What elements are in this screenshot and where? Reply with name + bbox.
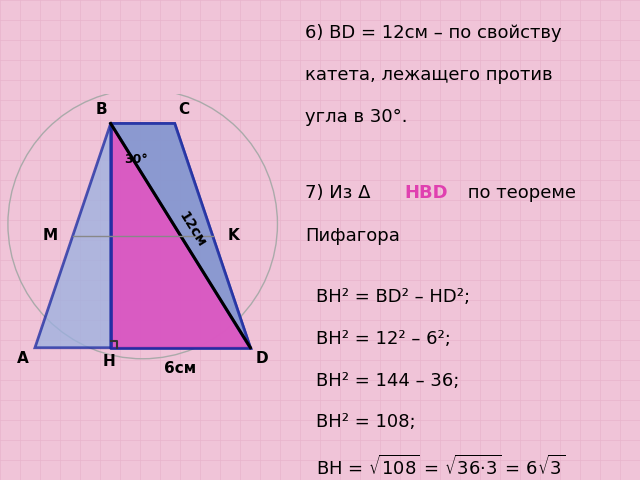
Text: BH = $\sqrt{108}$ = $\sqrt{36{\cdot}3}$ = $6\sqrt{3}$: BH = $\sqrt{108}$ = $\sqrt{36{\cdot}3}$ … <box>316 455 565 479</box>
Text: 30°: 30° <box>124 153 147 166</box>
Text: BH² = 108;: BH² = 108; <box>316 413 415 432</box>
Text: A: A <box>17 351 29 366</box>
Text: D: D <box>256 351 268 366</box>
Text: угла в 30°.: угла в 30°. <box>305 108 408 127</box>
Text: по теореме: по теореме <box>462 184 576 203</box>
Text: C: C <box>178 102 189 117</box>
Text: 7) Из Δ: 7) Из Δ <box>305 184 376 203</box>
Polygon shape <box>111 123 250 348</box>
Polygon shape <box>35 123 250 348</box>
Text: BH² = BD² – HD²;: BH² = BD² – HD²; <box>316 288 470 306</box>
Text: 6см: 6см <box>164 361 196 376</box>
Text: 12см: 12см <box>176 210 209 250</box>
Text: BH² = 144 – 36;: BH² = 144 – 36; <box>316 372 459 390</box>
Text: 6) BD = 12см – по свойству: 6) BD = 12см – по свойству <box>305 24 562 42</box>
Text: HBD: HBD <box>404 184 448 203</box>
Text: K: K <box>227 228 239 243</box>
Text: BH² = 12² – 6²;: BH² = 12² – 6²; <box>316 330 451 348</box>
Text: H: H <box>103 354 116 369</box>
Text: M: M <box>43 228 58 243</box>
Polygon shape <box>111 123 250 348</box>
Text: B: B <box>96 102 108 117</box>
Text: Пифагора: Пифагора <box>305 227 400 245</box>
Text: катета, лежащего против: катета, лежащего против <box>305 66 553 84</box>
